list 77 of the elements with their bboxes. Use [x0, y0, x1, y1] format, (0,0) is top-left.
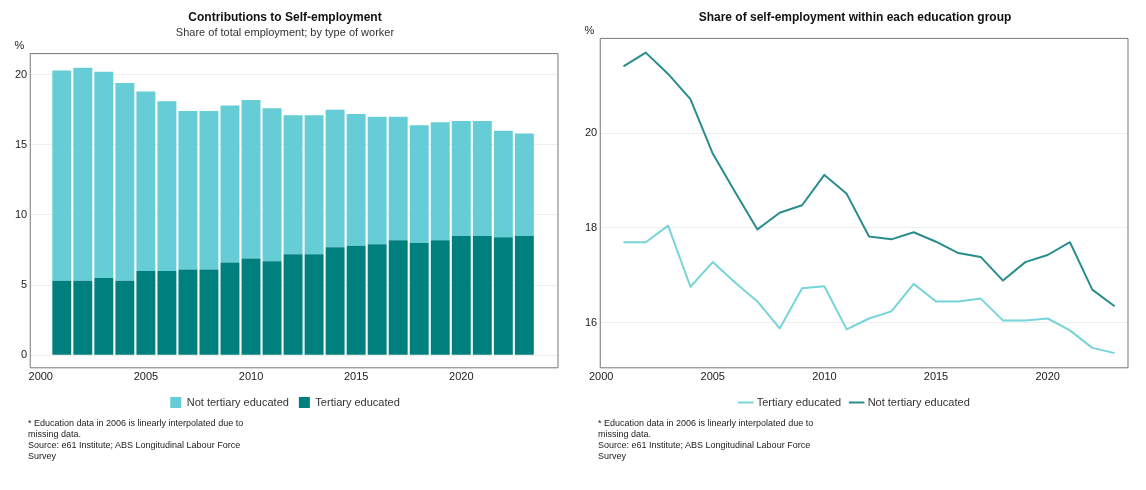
bar — [73, 280, 93, 355]
x-tick-label: 2015 — [923, 370, 949, 383]
y-tick-label: 18 — [584, 221, 598, 234]
y-tick-label: 0 — [21, 348, 28, 361]
x-tick-label: 2010 — [238, 370, 264, 383]
y-tick-label: 20 — [584, 126, 598, 139]
bar — [325, 109, 345, 248]
legend-label: Not tertiary educated — [186, 395, 289, 408]
y-tick-label: 5 — [21, 278, 28, 291]
bar — [493, 237, 513, 355]
x-tick-label: 2010 — [812, 370, 837, 383]
bar — [199, 111, 219, 270]
bar — [304, 254, 324, 355]
bar — [199, 269, 219, 355]
chart-title: Share of self-employment within each education group — [698, 9, 1012, 24]
bar — [157, 271, 177, 355]
bar — [388, 240, 408, 355]
bar — [367, 116, 387, 245]
bar — [514, 235, 534, 355]
source-note: Source: e61 Institute; ABS Longitudinal Labour Force Survey — [28, 440, 242, 462]
bar — [325, 247, 345, 355]
bar — [157, 101, 177, 272]
x-tick-label: 2020 — [449, 370, 474, 383]
x-tick-label: 2005 — [133, 370, 159, 383]
text: * Education data in 2006 is linearly interpolated due to missing data. — [28, 418, 245, 440]
chart-subtitle: Share of total employment; by type of worker — [175, 26, 395, 39]
bar — [472, 120, 492, 236]
y-tick-label: 20 — [14, 67, 28, 80]
y-tick-label: 15 — [14, 137, 28, 150]
bar — [178, 111, 198, 270]
x-tick-label: 2005 — [700, 370, 725, 383]
bar — [472, 235, 492, 355]
bar — [94, 71, 114, 279]
bar — [52, 280, 72, 355]
bar — [73, 67, 93, 281]
bar — [514, 133, 534, 236]
text: * Education data in 2006 is linearly interpolated due to missing data. — [598, 418, 815, 440]
bar — [451, 120, 471, 236]
x-tick-label: 2000 — [588, 370, 614, 383]
bar — [241, 99, 261, 259]
bar — [262, 261, 282, 355]
bar — [409, 125, 429, 243]
chart-title: Contributions to Self-employment — [188, 9, 382, 24]
bar — [220, 105, 240, 263]
bar — [52, 70, 72, 281]
bar — [346, 113, 366, 246]
y-axis-title: % — [584, 23, 595, 36]
bar — [388, 116, 408, 241]
bar — [283, 115, 303, 255]
bar — [178, 269, 198, 355]
bar — [115, 83, 135, 281]
bar — [451, 235, 471, 355]
y-tick-label: 16 — [584, 315, 598, 328]
bar — [241, 258, 261, 355]
bar — [136, 271, 156, 355]
bar — [493, 130, 513, 238]
legend-label: Tertiary educated — [315, 395, 400, 408]
bar — [304, 115, 324, 255]
x-tick-label: 2015 — [343, 370, 369, 383]
bar — [409, 242, 429, 355]
bar — [430, 240, 450, 355]
legend-label: Tertiary educated — [756, 395, 842, 408]
bar — [262, 108, 282, 262]
bar — [367, 244, 387, 355]
bar — [283, 254, 303, 355]
bar — [346, 245, 366, 355]
bar — [115, 280, 135, 355]
source-note: Source: e61 Institute; ABS Longitudinal Labour Force Survey — [598, 440, 812, 462]
x-tick-label: 2000 — [28, 370, 53, 383]
bar — [94, 278, 114, 355]
x-tick-label: 2020 — [1035, 370, 1060, 383]
legend-label: Not tertiary educated — [867, 395, 970, 408]
y-axis-title: % — [14, 39, 25, 52]
bar — [430, 122, 450, 241]
bar — [220, 262, 240, 355]
y-tick-label: 10 — [14, 207, 28, 220]
bar — [136, 91, 156, 272]
